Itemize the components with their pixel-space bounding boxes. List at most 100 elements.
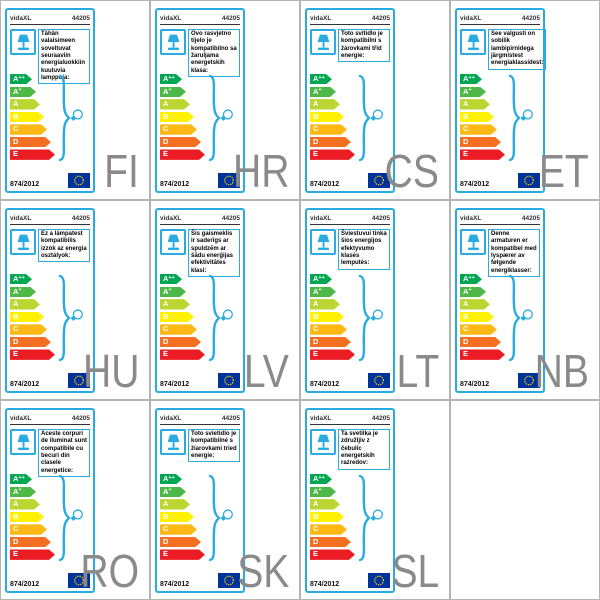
energy-class-arrow-ap: A+ — [10, 287, 36, 297]
energy-label-card: vidaXL 44205 Šis gaismeklis ir saderīgs … — [155, 208, 245, 393]
energy-scale: A++ A+ A B C D E — [310, 474, 392, 562]
energy-class-letter: E — [13, 349, 19, 359]
table-lamp-icon — [17, 234, 29, 250]
card-header: vidaXL 44205 — [310, 13, 390, 25]
brace-icon — [58, 474, 71, 562]
energy-class-arrow-app: A++ — [10, 274, 32, 284]
brand: vidaXL — [10, 215, 32, 222]
brand: vidaXL — [310, 215, 332, 222]
energy-class-arrow-app: A++ — [310, 274, 332, 284]
eu-flag-icon — [368, 373, 390, 388]
energy-class-arrow-d: D — [310, 537, 351, 547]
label-cell-cs: vidaXL 44205 Toto svítidlo je kompatibil… — [300, 0, 450, 200]
language-code: ET — [539, 145, 589, 198]
regulation-number: 874/2012 — [10, 181, 40, 188]
card-header: vidaXL 44205 — [460, 213, 540, 225]
card-footer: 874/2012 — [10, 572, 90, 588]
regulation-number: 874/2012 — [460, 381, 490, 388]
label-cell-lt: vidaXL 44205 Šviestuvui tinka šios energ… — [300, 200, 450, 400]
language-code: SK — [236, 545, 289, 598]
lamp-box — [160, 429, 186, 455]
energy-class-letter: A — [13, 286, 19, 296]
energy-class-letter: A — [313, 274, 319, 283]
energy-class-letter: B — [13, 311, 19, 321]
energy-class-sup: + — [318, 287, 322, 294]
bulb-icon — [220, 509, 233, 521]
energy-class-arrow-b: B — [10, 512, 44, 522]
energy-scale: A++ A+ A B C D E — [160, 474, 242, 562]
card-footer: 874/2012 — [10, 172, 90, 188]
energy-class-arrow-app: A++ — [160, 474, 182, 484]
label-cell-sl: vidaXL 44205 Ta svetilka je združljiv z … — [300, 400, 450, 600]
energy-class-letter: A — [163, 474, 169, 483]
energy-class-sup: ++ — [318, 274, 325, 281]
card-header: vidaXL 44205 — [160, 13, 240, 25]
energy-class-arrow-app: A++ — [160, 274, 182, 284]
model-number: 44205 — [221, 215, 240, 222]
label-cell-fi: vidaXL 44205 Tähän valaisimeen soveltuva… — [0, 0, 150, 200]
energy-class-arrow-d: D — [10, 137, 51, 147]
bulb-icon — [70, 109, 83, 121]
energy-scale: A++ A+ A B C D E — [10, 474, 92, 562]
bulb-icon — [220, 309, 233, 321]
energy-class-arrow-c: C — [460, 124, 497, 134]
energy-class-letter: A — [463, 286, 469, 296]
energy-class-sup: ++ — [468, 74, 475, 81]
energy-class-letter: A — [163, 286, 169, 296]
energy-class-letter: B — [13, 511, 19, 521]
energy-class-letter: B — [163, 311, 169, 321]
energy-class-arrow-b: B — [310, 112, 344, 122]
energy-class-arrow-ap: A+ — [460, 287, 486, 297]
energy-class-arrow-e: E — [460, 349, 505, 359]
label-cell-sk: vidaXL 44205 Toto svietidlo je kompatibi… — [150, 400, 300, 600]
card-footer: 874/2012 — [310, 572, 390, 588]
energy-class-arrow-ap: A+ — [310, 487, 336, 497]
energy-label-card: vidaXL 44205 Ta svetilka je združljiv z … — [305, 408, 395, 593]
energy-class-arrow-e: E — [460, 149, 505, 159]
eu-flag-icon — [518, 173, 540, 188]
compatibility-text: See valgusti on sobilik lambipirnidega j… — [488, 29, 547, 70]
table-lamp-icon — [467, 34, 479, 50]
energy-class-arrow-e: E — [10, 549, 55, 559]
energy-class-arrow-app: A++ — [10, 474, 32, 484]
energy-class-arrow-e: E — [160, 549, 205, 559]
energy-class-arrow-b: B — [310, 312, 344, 322]
energy-class-sup: ++ — [18, 474, 25, 481]
table-lamp-icon — [317, 34, 329, 50]
card-header: vidaXL 44205 — [460, 13, 540, 25]
energy-class-arrow-a: A — [460, 99, 490, 109]
energy-class-sup: + — [18, 87, 22, 94]
info-row: Šis gaismeklis ir saderīgs ar spuldzēm a… — [160, 229, 240, 277]
energy-class-arrow-e: E — [310, 149, 355, 159]
energy-class-arrow-b: B — [460, 312, 494, 322]
energy-class-arrow-e: E — [310, 349, 355, 359]
bulb-icon — [70, 309, 83, 321]
compatibility-text: Toto svítidlo je kompatibilní s žárovkam… — [338, 29, 390, 63]
lamp-box — [10, 29, 36, 55]
energy-class-arrow-app: A++ — [460, 74, 482, 84]
energy-scale: A++ A+ A B C D E — [460, 74, 542, 162]
energy-class-arrow-c: C — [160, 524, 197, 534]
energy-label-card: vidaXL 44205 Ovo rasvjetno tijelo je kom… — [155, 8, 245, 193]
energy-class-letter: E — [163, 149, 169, 159]
energy-class-letter: C — [163, 124, 169, 134]
energy-class-arrow-a: A — [310, 99, 340, 109]
compatibility-text: Šis gaismeklis ir saderīgs ar spuldzēm a… — [188, 229, 240, 277]
eu-flag-icon — [218, 573, 240, 588]
model-number: 44205 — [521, 15, 540, 22]
energy-class-letter: C — [13, 324, 19, 334]
energy-class-arrow-c: C — [460, 324, 497, 334]
eu-flag-icon — [218, 173, 240, 188]
energy-class-arrow-d: D — [460, 137, 501, 147]
energy-class-arrow-b: B — [160, 112, 194, 122]
info-row: Ez a lámpatest kompatibilis izzók az ene… — [10, 229, 90, 263]
card-header: vidaXL 44205 — [10, 213, 90, 225]
energy-class-letter: A — [163, 299, 169, 309]
energy-class-letter: E — [463, 149, 469, 159]
brace-icon — [358, 474, 371, 562]
energy-class-arrow-c: C — [310, 524, 347, 534]
eu-flag-icon — [218, 373, 240, 388]
card-footer: 874/2012 — [160, 372, 240, 388]
eu-flag-icon — [368, 573, 390, 588]
